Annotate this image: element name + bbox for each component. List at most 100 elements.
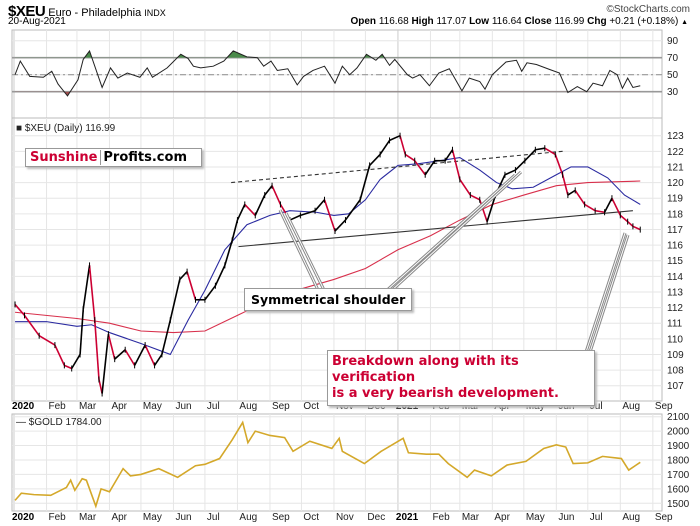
price-segment: [271, 185, 282, 205]
price-segment: [478, 199, 488, 222]
price-segment: [404, 153, 416, 162]
x-tick-label: Jun: [558, 512, 574, 523]
x-tick-label: Mar: [79, 512, 97, 523]
price-segment: [486, 194, 497, 222]
y-tick-label: 112: [667, 303, 683, 314]
x-tick-label: 2020: [12, 401, 35, 412]
price-segment: [574, 189, 586, 205]
y-tick-label: 107: [667, 381, 684, 392]
x-tick-label: Jul: [590, 401, 603, 412]
price-segment: [359, 165, 371, 200]
price-segment: [133, 344, 146, 366]
price-segment: [214, 265, 226, 287]
y-tick-label: 123: [667, 131, 684, 142]
price-segment: [627, 221, 634, 227]
y-tick-label: 117: [667, 225, 683, 236]
y-tick-label: 1900: [667, 441, 690, 452]
y-tick-label: 30: [667, 87, 679, 98]
price-segment: [389, 134, 401, 142]
stockcharts-credit: ©StockCharts.com: [606, 4, 690, 15]
x-tick-label: Mar: [462, 512, 480, 523]
x-tick-label: Dec: [367, 401, 385, 412]
x-tick-label: Jul: [207, 401, 220, 412]
triangle-up-icon: ▲: [681, 19, 688, 26]
price-segment: [459, 179, 471, 196]
breakdown-pointer-inner: [585, 232, 626, 353]
y-tick-label: 109: [667, 350, 684, 361]
price-segment: [424, 160, 436, 176]
shoulder-pointer-left-inner: [279, 209, 319, 291]
shoulder-pointer-left-2-inner: [285, 212, 325, 291]
y-tick-label: 108: [667, 366, 684, 377]
x-tick-label: Sep: [272, 401, 290, 412]
y-tick-label: 118: [667, 209, 683, 220]
price-segment: [444, 149, 454, 162]
price-segment: [88, 265, 96, 321]
price-segment: [334, 219, 347, 232]
y-tick-label: 110: [667, 334, 683, 345]
close-label: Close: [524, 16, 552, 27]
high-value: 117.07: [436, 16, 467, 27]
x-tick-label: Apr: [494, 512, 510, 523]
price-segment: [38, 335, 56, 346]
y-tick-label: 119: [667, 194, 683, 205]
price-segment: [79, 309, 85, 355]
price-segment: [469, 194, 481, 201]
logo-part2: Profits.com: [103, 150, 187, 165]
price-segment: [254, 194, 266, 216]
y-tick-label: 2100: [667, 412, 690, 423]
x-tick-label: Feb: [49, 512, 67, 523]
price-segment: [514, 160, 526, 171]
price-segment: [561, 174, 569, 196]
price-segment: [595, 209, 605, 214]
x-tick-label: May: [143, 512, 162, 523]
price-segment: [107, 333, 116, 360]
price-segment: [153, 354, 163, 366]
price-segment: [524, 149, 536, 162]
instrument-name: Euro - Philadelphia: [48, 7, 142, 19]
price-segment: [323, 199, 336, 232]
price-segment: [619, 214, 629, 223]
symbol: $XEU: [8, 3, 46, 20]
price-segment: [101, 334, 110, 394]
low-value: 116.64: [491, 16, 522, 27]
y-tick-label: 114: [667, 272, 683, 283]
price-segment: [344, 199, 361, 221]
price-segment: [23, 314, 40, 337]
x-tick-label: May: [526, 512, 545, 523]
x-tick-label: Jun: [175, 512, 191, 523]
price-segment: [535, 147, 545, 151]
rsi-panel: [11, 29, 663, 119]
chg-label: Chg: [587, 16, 607, 27]
breakdown-pointer-2-inner: [589, 234, 629, 353]
x-tick-label: Sep: [272, 512, 290, 523]
x-tick-label: Nov: [336, 512, 354, 523]
x-tick-label: May: [526, 401, 545, 412]
x-tick-label: 2021: [396, 401, 419, 412]
x-tick-label: Oct: [303, 401, 319, 412]
x-tick-label: Feb: [49, 401, 67, 412]
y-tick-label: 113: [667, 287, 683, 298]
breakdown-line2: is a very bearish development.: [332, 386, 559, 401]
x-tick-label: Jun: [175, 401, 191, 412]
x-tick-label: Mar: [462, 401, 480, 412]
gold-legend: — $GOLD 1784.00: [16, 417, 102, 428]
price-segment: [379, 139, 391, 155]
gold-line: [14, 420, 641, 509]
price-segment: [399, 135, 407, 155]
price-segment: [603, 197, 613, 213]
x-tick-label: Apr: [111, 401, 127, 412]
x-tick-label: Aug: [239, 401, 257, 412]
x-tick-label: Sep: [655, 512, 673, 523]
y-tick-label: 115: [667, 256, 683, 267]
y-tick-label: 70: [667, 53, 679, 64]
price-segment: [144, 344, 156, 366]
price-segment: [289, 214, 301, 221]
price-segment: [224, 240, 233, 266]
price-segment: [244, 203, 256, 216]
price-segment: [124, 349, 136, 366]
x-tick-label: May: [143, 401, 162, 412]
price-segment: [369, 153, 381, 166]
chart-date: 20-Aug-2021: [8, 16, 66, 27]
